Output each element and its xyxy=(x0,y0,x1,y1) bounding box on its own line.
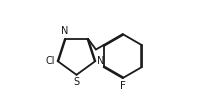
Text: N: N xyxy=(97,56,105,66)
Text: S: S xyxy=(74,77,80,87)
Text: N: N xyxy=(61,26,68,36)
Text: F: F xyxy=(120,81,126,91)
Text: Cl: Cl xyxy=(46,56,55,66)
